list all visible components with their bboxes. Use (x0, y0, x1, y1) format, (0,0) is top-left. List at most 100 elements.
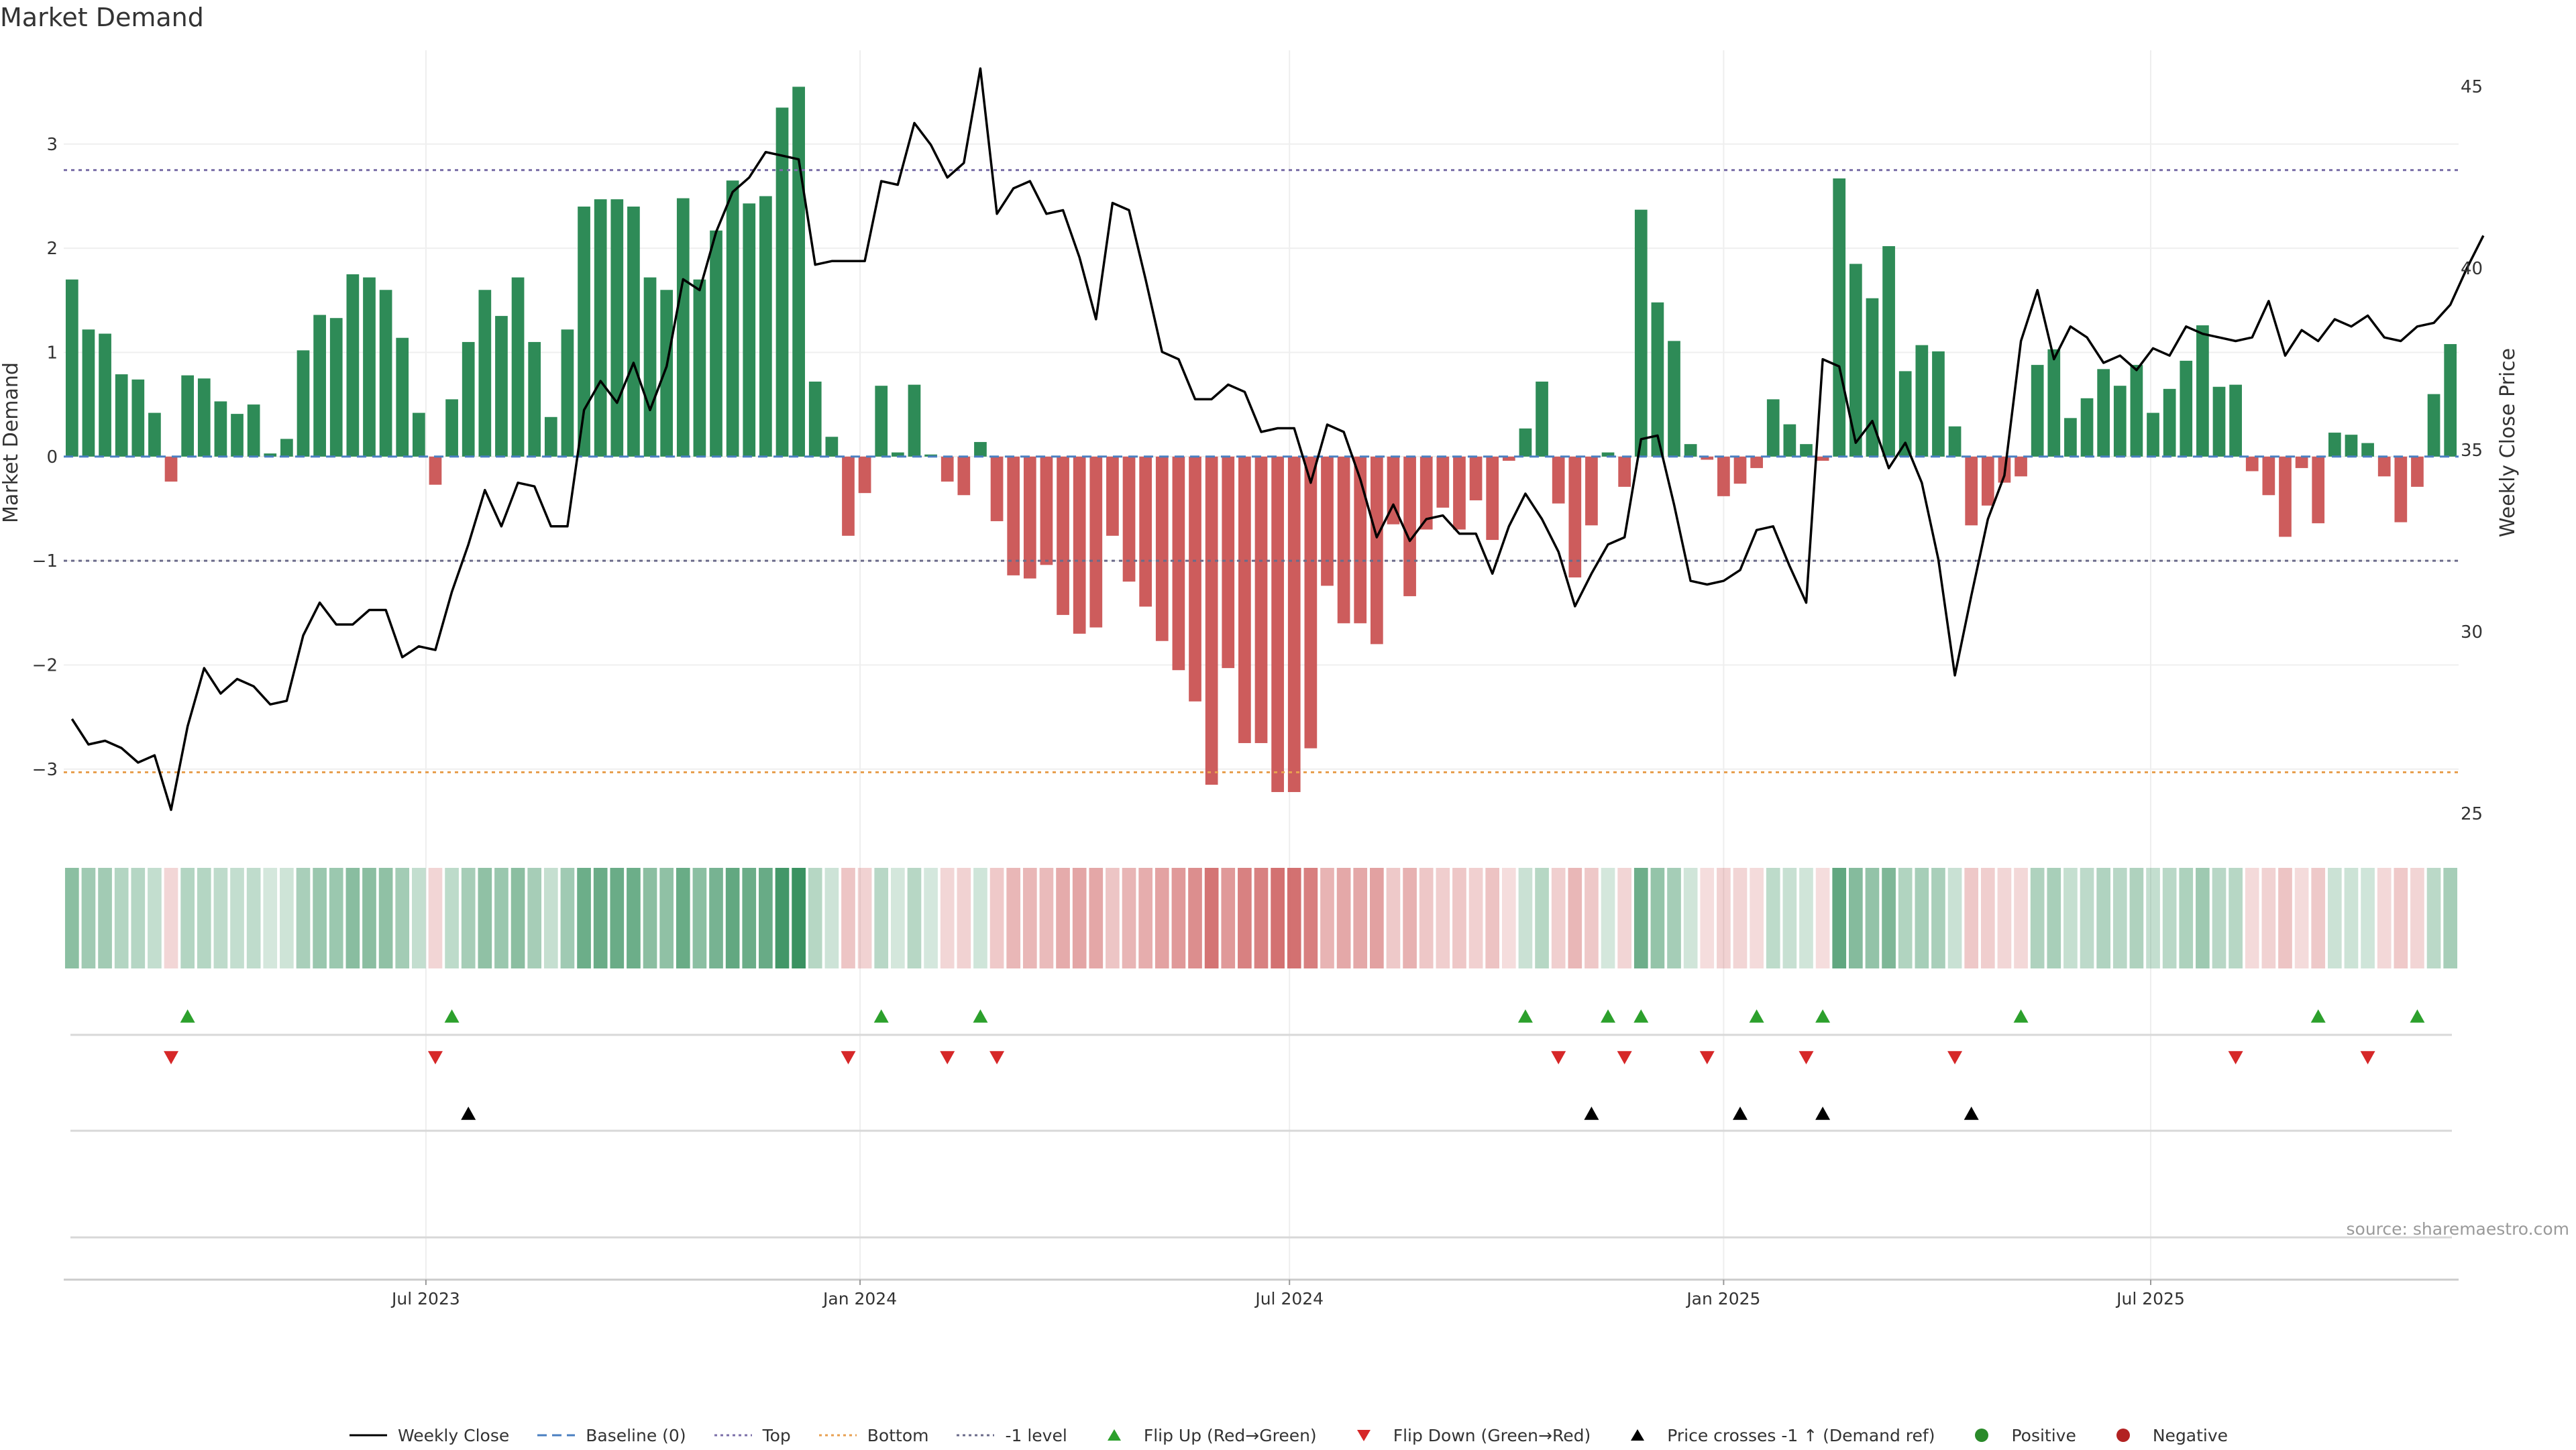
heat-cell (2278, 868, 2292, 968)
demand-bar (1238, 456, 1251, 743)
heat-cell (759, 868, 773, 968)
flip-down-marker (1699, 1051, 1715, 1064)
heat-cell (709, 868, 723, 968)
heat-cell (81, 868, 96, 968)
heat-cell (2162, 868, 2177, 968)
demand-bar (1222, 456, 1235, 669)
demand-bar (379, 290, 392, 457)
x-tick-label: Jul 2023 (390, 1289, 460, 1308)
demand-bar (1089, 456, 1103, 628)
heat-cell (2146, 868, 2160, 968)
heat-cell (1188, 868, 1202, 968)
demand-bar (1651, 302, 1664, 457)
heat-cell (213, 868, 228, 968)
demand-bar (1915, 345, 1929, 457)
demand-bar (1354, 456, 1367, 624)
heat-cell (1700, 868, 1715, 968)
legend-swatch-weekly-close (349, 1434, 387, 1437)
legend-item-baseline: Baseline (0) (536, 1426, 686, 1445)
demand-bar (2047, 349, 2061, 457)
demand-bar (1849, 264, 1862, 457)
demand-bar (429, 456, 442, 485)
heat-cell (148, 868, 162, 968)
demand-bar (1634, 209, 1648, 457)
flip-up-marker (973, 1009, 988, 1023)
x-tick-label: Jan 2024 (822, 1289, 897, 1308)
demand-bar (511, 277, 525, 457)
demand-bar (2361, 443, 2374, 457)
heat-cell (2112, 868, 2127, 968)
heat-cell (1717, 868, 1731, 968)
demand-bar (1139, 456, 1152, 607)
demand-bar (1898, 371, 1912, 457)
heat-cell (1898, 868, 1913, 968)
heat-cell (543, 868, 558, 968)
legend-item-positive: Positive (1962, 1426, 2076, 1445)
heat-cell (412, 868, 426, 968)
heat-cell (891, 868, 905, 968)
demand-bar (181, 375, 195, 457)
heat-cell (230, 868, 244, 968)
demand-bar (2328, 433, 2341, 457)
heat-cell (1006, 868, 1021, 968)
heat-cell (494, 868, 508, 968)
flip-down-marker (427, 1051, 443, 1064)
demand-bar (957, 456, 971, 496)
demand-bar (2080, 398, 2094, 457)
demand-bar (2279, 456, 2292, 537)
heat-cell (2212, 868, 2226, 968)
heat-cell (1518, 868, 1533, 968)
flip-down-marker (2360, 1051, 2375, 1064)
heat-cell (511, 868, 525, 968)
heat-cell (114, 868, 129, 968)
y-left-tick-label: −3 (32, 760, 58, 780)
demand-bar (2163, 388, 2176, 457)
heat-cell (1072, 868, 1087, 968)
heat-cell (1336, 868, 1351, 968)
heat-cell (478, 868, 492, 968)
heat-cell (329, 868, 343, 968)
legend-swatch-bottom (818, 1434, 857, 1437)
demand-bar (2147, 412, 2159, 457)
cross-up-marker (1815, 1107, 1831, 1120)
heat-cell (742, 868, 757, 968)
heat-cell (1485, 868, 1500, 968)
demand-bar (2130, 365, 2143, 457)
heat-cell (692, 868, 707, 968)
heat-cell (1650, 868, 1665, 968)
heat-cell (2245, 868, 2259, 968)
heat-cell (131, 868, 146, 968)
heat-cell (1667, 868, 1681, 968)
y-left-tick-label: 1 (46, 343, 58, 363)
demand-bar (1866, 298, 1879, 457)
flip-down-marker (841, 1051, 856, 1064)
demand-bar (1155, 456, 1169, 641)
heat-cell (1568, 868, 1582, 968)
demand-bar (578, 207, 590, 457)
demand-bar (1882, 246, 1895, 457)
demand-bar (808, 381, 822, 457)
heat-cell (2311, 868, 2326, 968)
cross-up-marker (1733, 1107, 1748, 1120)
demand-bar (280, 439, 293, 457)
demand-bar (1040, 456, 1053, 565)
heat-cell (577, 868, 591, 968)
demand-bar (528, 341, 541, 457)
demand-bar (1618, 456, 1631, 487)
heat-cell (296, 868, 311, 968)
demand-bar (2295, 456, 2308, 468)
heat-cell (1915, 868, 1929, 968)
demand-bar (164, 456, 178, 482)
y-left-tick-label: 0 (46, 447, 58, 467)
heat-cell (924, 868, 938, 968)
demand-bar (643, 277, 657, 457)
heat-cell (1931, 868, 1945, 968)
demand-bar (1816, 456, 1829, 461)
heat-cell (345, 868, 360, 968)
demand-bar (2031, 365, 2044, 457)
heat-cell (940, 868, 955, 968)
heat-cell (280, 868, 294, 968)
demand-bar (1800, 444, 1813, 457)
demand-bar (2312, 456, 2325, 524)
demand-bar (544, 416, 557, 457)
